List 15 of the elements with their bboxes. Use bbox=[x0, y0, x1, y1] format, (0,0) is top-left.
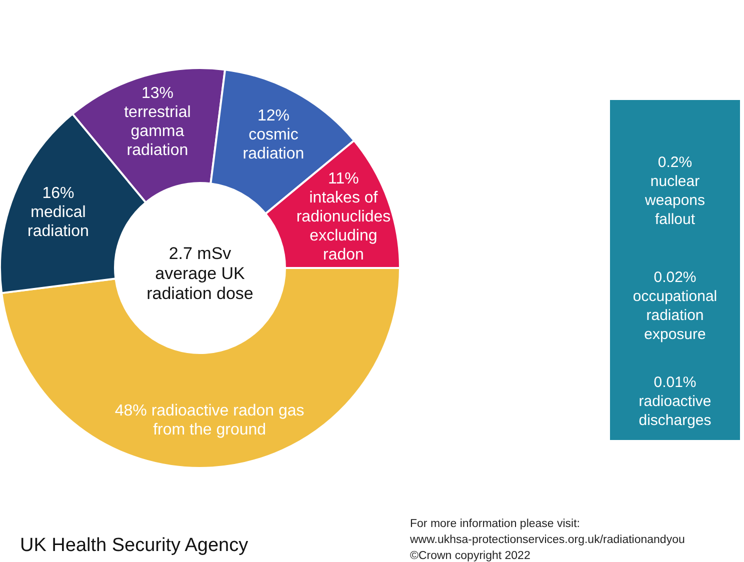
text: 0.2% nuclear weapons fallout bbox=[644, 154, 706, 228]
data-label: 12% bbox=[257, 107, 290, 124]
slice-label: intakes of radionuclides excluding radon bbox=[296, 189, 391, 264]
text: 0.02% occupational radiation exposure bbox=[632, 269, 718, 343]
data-label: 13% bbox=[141, 85, 174, 102]
slice-label: cosmic radiation bbox=[242, 126, 304, 162]
slice-label: terrestrial gamma radiation bbox=[124, 104, 191, 160]
text: UK Health Security Agency bbox=[20, 535, 249, 556]
slice-label: medical radiation bbox=[28, 204, 89, 240]
data-label: 11% bbox=[328, 170, 359, 188]
text: 0.01% radioactive discharges bbox=[638, 374, 712, 429]
text: For more information please visit: www.ukhsa-protectionservices.org.uk/radiationandyou ©Crown copyright 2022 bbox=[409, 518, 685, 562]
text: 2.7 mSv average UK radiation dose bbox=[146, 244, 254, 303]
slice-label: 48% radioactive radon gas from the ground bbox=[114, 402, 304, 439]
data-label: 16% bbox=[42, 184, 74, 202]
